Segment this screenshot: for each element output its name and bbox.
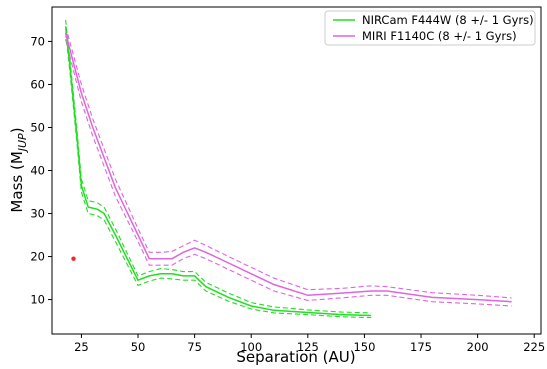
- y-axis-label-close: ): [8, 127, 26, 133]
- y-axis-label: Mass (MJUP): [8, 127, 29, 212]
- x-tick-label: 175: [410, 340, 432, 354]
- x-tick-label: 50: [131, 340, 146, 354]
- y-tick-label: 30: [30, 207, 45, 221]
- legend-box: [324, 10, 536, 46]
- x-tick-label: 150: [353, 340, 375, 354]
- legend-label-nircam: NIRCam F444W (8 +/- 1 Gyrs): [362, 13, 534, 27]
- x-axis-ticks: 25 50 75 100 125 150 175 200 225: [74, 334, 545, 354]
- markers: [71, 256, 76, 261]
- series-upper-bound-0: [65, 19, 372, 314]
- y-tick-label: 60: [30, 77, 45, 91]
- series-line-1: [64, 32, 512, 303]
- y-tick-label: 40: [30, 164, 45, 178]
- series-upper-bound-1: [65, 26, 512, 299]
- y-tick-label: 10: [30, 293, 45, 307]
- series-lower-bound-0: [65, 32, 372, 319]
- legend-label-miri: MIRI F1140C (8 +/- 1 Gyrs): [362, 29, 517, 43]
- x-tick-label: 200: [467, 340, 489, 354]
- data-point-marker: [71, 256, 76, 261]
- y-tick-label: 20: [30, 250, 45, 264]
- y-tick-label: 70: [30, 34, 45, 48]
- x-tick-label: 75: [187, 340, 202, 354]
- x-axis-label: Separation (AU): [236, 348, 355, 366]
- y-axis-ticks: 10 20 30 40 50 60 70: [30, 34, 52, 307]
- x-tick-label: 25: [74, 340, 89, 354]
- plot-area: [51, 6, 542, 335]
- y-axis-label-main: Mass (M: [8, 151, 26, 212]
- legend: NIRCam F444W (8 +/- 1 Gyrs) MIRI F1140C …: [324, 10, 536, 46]
- y-axis-label-sub: JUP: [16, 133, 29, 153]
- series-lines: [64, 26, 512, 317]
- band-lines: [65, 19, 512, 319]
- x-tick-label: 225: [523, 340, 545, 354]
- x-tick-label: 125: [297, 340, 319, 354]
- series-line-0: [64, 26, 372, 317]
- x-tick-label: 100: [240, 340, 262, 354]
- y-tick-label: 50: [30, 120, 45, 134]
